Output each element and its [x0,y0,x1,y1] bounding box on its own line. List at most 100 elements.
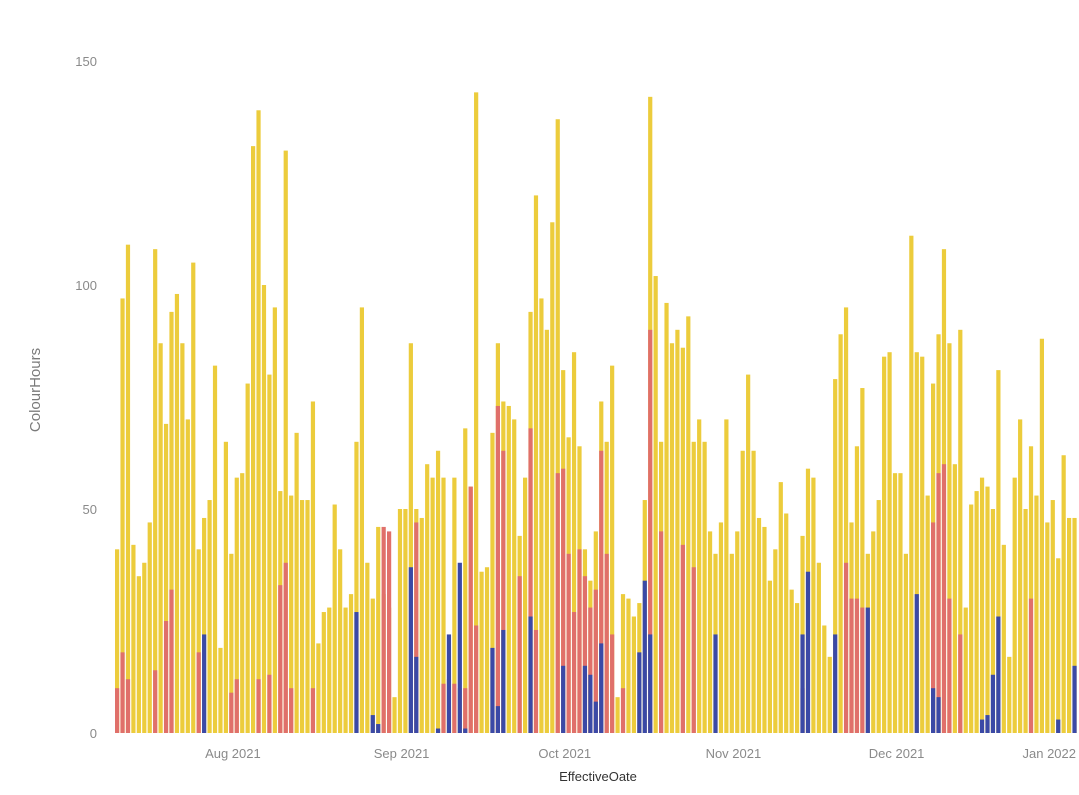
bar-yellow [125,244,131,733]
bar-red [958,634,963,733]
bar-red [593,589,598,733]
bar-yellow [180,343,185,733]
bar-yellow [321,612,326,733]
bar-blue [528,616,533,733]
bar-blue [648,634,653,733]
bar-blue [996,616,1001,733]
series-red-bars [115,329,1034,733]
bar-yellow [680,347,685,733]
bar-yellow [397,509,403,733]
y-tick-label: 50 [83,502,97,517]
bar-yellow [860,388,865,733]
bar-yellow [892,473,898,733]
bar-yellow [876,500,881,733]
bar-red [495,405,500,733]
bar-yellow [142,562,147,733]
bar-red [452,683,457,733]
bar-yellow [914,352,919,733]
bar-blue [582,665,588,733]
bar-yellow [327,607,332,733]
bar-yellow [1012,477,1017,733]
bar-blue [354,612,359,733]
bar-yellow [419,517,424,733]
bar-red [854,598,860,733]
bar-yellow [746,374,751,733]
bar-yellow [191,262,196,733]
bar-yellow [169,311,174,733]
bar-yellow [218,647,223,733]
bar-yellow [653,276,658,733]
bar-yellow [479,571,484,733]
x-tick-label: Aug 2021 [205,746,261,761]
bar-yellow [735,531,740,733]
bar-red [849,598,854,733]
bar-red [860,607,865,733]
bar-yellow [251,146,256,733]
bar-yellow [435,450,441,733]
bar-yellow [729,553,734,733]
bar-red [283,562,288,733]
bar-blue [202,634,207,733]
bar-yellow [267,374,272,733]
bar-yellow [898,473,903,733]
bar-yellow [212,365,218,733]
bar-yellow [452,477,457,733]
bar-yellow [816,562,821,733]
bar-yellow [131,544,136,733]
bar-yellow [1023,509,1028,733]
bar-red [571,612,577,733]
bar-yellow [223,441,228,733]
bar-yellow [1028,446,1034,733]
bar-yellow [979,477,985,733]
bar-blue [408,567,413,733]
bar-blue [435,728,441,733]
bar-yellow [403,509,408,733]
y-axis-ticks: 0 50 100 150 [75,54,97,741]
bar-blue [914,594,919,733]
bar-yellow [283,150,288,734]
bar-red [947,598,952,733]
bar-red [289,688,294,733]
bar-yellow [963,607,968,733]
bar-yellow [871,531,876,733]
x-axis-title: EffectiveOate [559,769,637,784]
bar-yellow [463,428,468,733]
bar-yellow [120,298,125,733]
bar-blue [561,665,566,733]
bar-yellow [773,549,778,733]
bar-blue [1072,665,1077,733]
bar-yellow [795,603,800,733]
bar-yellow [626,598,631,733]
bar-red [267,674,272,733]
bar-blue [713,634,718,733]
bar-yellow [1018,419,1023,733]
bar-yellow [789,589,794,733]
bar-blue [931,688,936,733]
bar-yellow [196,549,201,733]
bar-yellow [990,509,996,733]
bar-red [648,329,653,733]
bar-blue [446,634,452,733]
bar-yellow [697,419,702,733]
bar-yellow [947,343,952,733]
y-tick-label: 100 [75,278,97,293]
bar-yellow [751,450,756,733]
bar-yellow [985,486,990,733]
bar-yellow [305,500,310,733]
y-axis-title: ColourHours [27,348,44,432]
bar-blue [833,634,838,733]
bar-yellow [310,401,316,733]
bar-yellow [256,110,261,733]
bar-blue [1056,719,1061,733]
bar-red [843,562,849,733]
bar-blue [495,706,500,733]
bar-blue [865,607,870,733]
bar-yellow [571,352,577,733]
x-axis-ticks: Aug 2021 Sep 2021 Oct 2021 Nov 2021 Dec 2021… [205,746,1076,761]
bar-yellow [338,549,343,733]
bar-yellow [702,441,707,733]
bar-yellow [392,697,397,733]
y-tick-label: 150 [75,54,97,69]
bar-blue [457,562,462,733]
